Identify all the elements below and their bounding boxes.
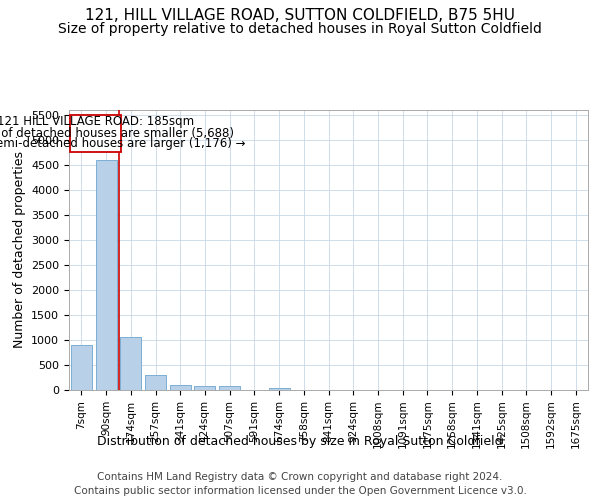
Y-axis label: Number of detached properties: Number of detached properties [13,152,26,348]
Text: 121 HILL VILLAGE ROAD: 185sqm: 121 HILL VILLAGE ROAD: 185sqm [0,115,194,128]
Bar [71,345,92,390]
Text: Contains HM Land Registry data © Crown copyright and database right 2024.: Contains HM Land Registry data © Crown c… [97,472,503,482]
Bar [95,160,116,390]
Bar [170,385,191,390]
FancyBboxPatch shape [70,115,121,152]
Text: Contains public sector information licensed under the Open Government Licence v3: Contains public sector information licen… [74,486,526,496]
Bar [120,336,141,390]
Bar [269,388,290,390]
Text: Distribution of detached houses by size in Royal Sutton Coldfield: Distribution of detached houses by size … [97,435,503,448]
Text: 121, HILL VILLAGE ROAD, SUTTON COLDFIELD, B75 5HU: 121, HILL VILLAGE ROAD, SUTTON COLDFIELD… [85,8,515,22]
Text: ← 83% of detached houses are smaller (5,688): ← 83% of detached houses are smaller (5,… [0,126,233,140]
Text: 17% of semi-detached houses are larger (1,176) →: 17% of semi-detached houses are larger (… [0,138,246,150]
Bar [219,386,240,390]
Text: Size of property relative to detached houses in Royal Sutton Coldfield: Size of property relative to detached ho… [58,22,542,36]
Bar [145,375,166,390]
Bar [194,386,215,390]
